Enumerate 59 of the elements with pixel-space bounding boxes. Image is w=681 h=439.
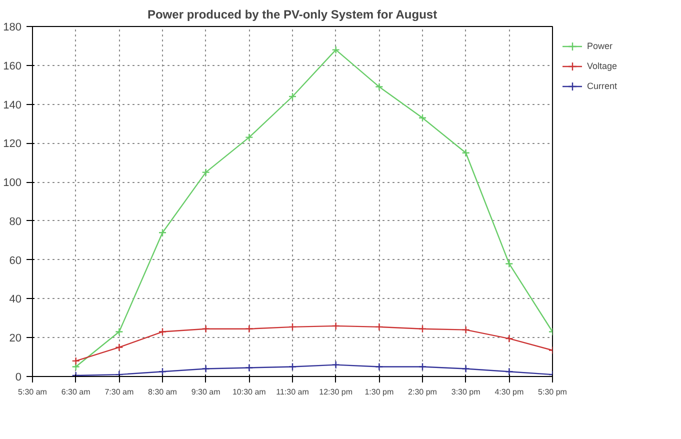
point (202, 364, 210, 373)
point (245, 133, 254, 142)
legend-label: Voltage (587, 61, 618, 71)
x-tick-label: 5:30 am (18, 388, 48, 396)
point (462, 148, 470, 157)
point (332, 322, 340, 330)
y-tick-label: 120 (3, 138, 22, 150)
x-tick-label: 3:30 pm (451, 388, 481, 396)
point (505, 368, 514, 376)
point (418, 114, 427, 122)
x-tick-label: 1:30 pm (364, 388, 394, 396)
point (288, 322, 297, 332)
point (72, 356, 80, 366)
point (375, 82, 384, 91)
x-tick-label: 2:30 pm (408, 388, 438, 396)
point (288, 92, 297, 101)
x-tick-label: 8:30 am (148, 388, 178, 396)
point (158, 228, 167, 237)
x-tick-label: 4:30 pm (494, 388, 524, 396)
x-tick-label: 12:30 pm (319, 388, 353, 396)
x-tick-label: 9:30 am (191, 388, 221, 396)
y-tick-label: 140 (3, 99, 22, 112)
y-tick-label: 160 (3, 60, 22, 72)
point (462, 326, 470, 334)
y-tick-label: 80 (9, 216, 22, 228)
legend-label: Power (587, 41, 613, 51)
x-tick-label: 5:30 pm (538, 388, 568, 396)
y-tick-label: 20 (9, 332, 22, 345)
y-tick-label: 180 (3, 22, 22, 34)
y-tick-label: 40 (9, 294, 22, 306)
point (115, 328, 124, 336)
chart-title: Power produced by the PV-only System for August (147, 8, 438, 22)
point (375, 322, 384, 332)
point (158, 368, 167, 376)
y-tick-label: 60 (9, 254, 22, 267)
point (505, 334, 514, 343)
legend-label: Current (587, 81, 618, 91)
x-tick-label: 10:30 am (232, 388, 266, 396)
point (288, 362, 297, 371)
point (115, 370, 124, 376)
point (245, 364, 254, 372)
x-tick-label: 6:30 am (61, 388, 91, 396)
point (332, 360, 340, 369)
x-tick-label: 11:30 am (276, 388, 310, 396)
y-tick-label: 100 (3, 177, 22, 190)
point (418, 362, 427, 371)
point (505, 260, 514, 268)
point (375, 362, 384, 371)
x-tick-label: 7:30 am (104, 388, 134, 396)
point (202, 324, 210, 333)
point (332, 46, 340, 54)
point (462, 364, 470, 373)
point (115, 343, 124, 352)
point (418, 324, 427, 333)
point (158, 328, 167, 336)
y-tick-label: 0 (15, 372, 22, 384)
point (202, 168, 210, 176)
point (245, 324, 254, 333)
point (72, 362, 80, 371)
